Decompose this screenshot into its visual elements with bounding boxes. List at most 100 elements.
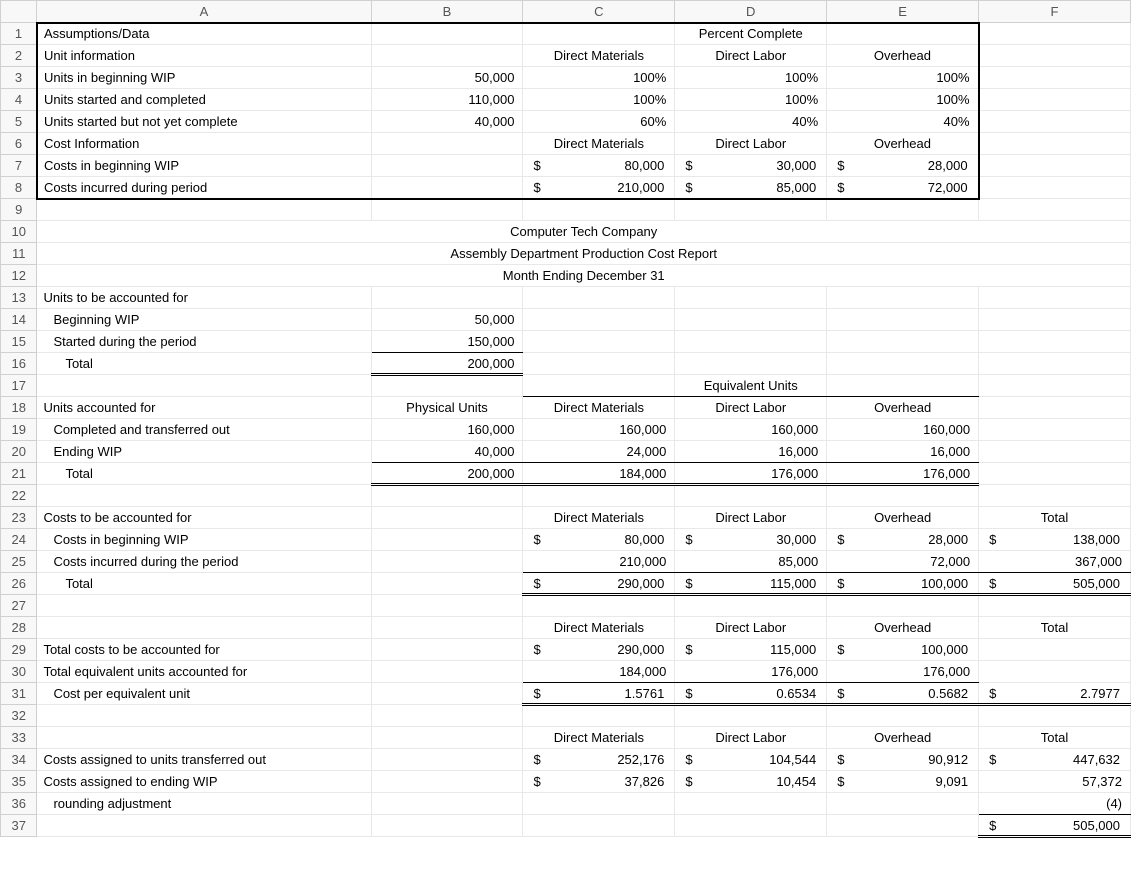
cell-A23[interactable]: Costs to be accounted for: [37, 507, 371, 529]
cell-B19[interactable]: 160,000: [371, 419, 523, 441]
cell-B23[interactable]: [371, 507, 523, 529]
grid[interactable]: A B C D E F 1 Assumptions/Data Percent C…: [0, 0, 1131, 838]
cell-F30[interactable]: [979, 661, 1131, 683]
cell-F21[interactable]: [979, 463, 1131, 485]
cell-C22[interactable]: [523, 485, 675, 507]
cell-D36[interactable]: [675, 793, 827, 815]
cell-D2[interactable]: Direct Labor: [675, 45, 827, 67]
row-header-2[interactable]: 2: [1, 45, 37, 67]
cell-F1[interactable]: [979, 23, 1131, 45]
cell-A29[interactable]: Total costs to be accounted for: [37, 639, 371, 661]
cell-C14[interactable]: [523, 309, 675, 331]
cell-E31[interactable]: $0.5682: [827, 683, 979, 705]
cell-A12[interactable]: Month Ending December 31: [37, 265, 1131, 287]
cell-A26[interactable]: Total: [37, 573, 371, 595]
cell-D17[interactable]: Equivalent Units: [675, 375, 827, 397]
cell-E25[interactable]: 72,000: [827, 551, 979, 573]
cell-C31[interactable]: $1.5761: [523, 683, 675, 705]
col-header-A[interactable]: A: [37, 1, 371, 23]
cell-F37[interactable]: $505,000: [979, 815, 1131, 837]
cell-E1[interactable]: [827, 23, 979, 45]
cell-C24[interactable]: $80,000: [523, 529, 675, 551]
cell-C19[interactable]: 160,000: [523, 419, 675, 441]
cell-A2[interactable]: Unit information: [37, 45, 371, 67]
row-header-17[interactable]: 17: [1, 375, 37, 397]
row-header-14[interactable]: 14: [1, 309, 37, 331]
cell-B24[interactable]: [371, 529, 523, 551]
cell-B1[interactable]: [371, 23, 523, 45]
cell-A10[interactable]: Computer Tech Company: [37, 221, 1131, 243]
cell-A33[interactable]: [37, 727, 371, 749]
cell-C32[interactable]: [523, 705, 675, 727]
cell-B37[interactable]: [371, 815, 523, 837]
cell-A8[interactable]: Costs incurred during period: [37, 177, 371, 199]
cell-B3[interactable]: 50,000: [371, 67, 523, 89]
cell-D1[interactable]: Percent Complete: [675, 23, 827, 45]
cell-C2[interactable]: Direct Materials: [523, 45, 675, 67]
cell-C28[interactable]: Direct Materials: [523, 617, 675, 639]
cell-E20[interactable]: 16,000: [827, 441, 979, 463]
cell-B29[interactable]: [371, 639, 523, 661]
cell-E36[interactable]: [827, 793, 979, 815]
cell-D26[interactable]: $115,000: [675, 573, 827, 595]
cell-F14[interactable]: [979, 309, 1131, 331]
cell-F20[interactable]: [979, 441, 1131, 463]
cell-E33[interactable]: Overhead: [827, 727, 979, 749]
cell-C23[interactable]: Direct Materials: [523, 507, 675, 529]
cell-F3[interactable]: [979, 67, 1131, 89]
cell-D21[interactable]: 176,000: [675, 463, 827, 485]
cell-E9[interactable]: [827, 199, 979, 221]
cell-F28[interactable]: Total: [979, 617, 1131, 639]
row-header-19[interactable]: 19: [1, 419, 37, 441]
cell-A11[interactable]: Assembly Department Production Cost Repo…: [37, 243, 1131, 265]
cell-E34[interactable]: $90,912: [827, 749, 979, 771]
cell-D37[interactable]: [675, 815, 827, 837]
cell-F31[interactable]: $2.7977: [979, 683, 1131, 705]
cell-C34[interactable]: $252,176: [523, 749, 675, 771]
cell-E17[interactable]: [827, 375, 979, 397]
cell-E5[interactable]: 40%: [827, 111, 979, 133]
cell-C6[interactable]: Direct Materials: [523, 133, 675, 155]
cell-E14[interactable]: [827, 309, 979, 331]
cell-A35[interactable]: Costs assigned to ending WIP: [37, 771, 371, 793]
cell-E30[interactable]: 176,000: [827, 661, 979, 683]
col-header-B[interactable]: B: [371, 1, 523, 23]
cell-C4[interactable]: 100%: [523, 89, 675, 111]
cell-A22[interactable]: [37, 485, 371, 507]
cell-B4[interactable]: 110,000: [371, 89, 523, 111]
cell-A31[interactable]: Cost per equivalent unit: [37, 683, 371, 705]
cell-B27[interactable]: [371, 595, 523, 617]
cell-A36[interactable]: rounding adjustment: [37, 793, 371, 815]
cell-A17[interactable]: [37, 375, 371, 397]
cell-D24[interactable]: $30,000: [675, 529, 827, 551]
cell-D3[interactable]: 100%: [675, 67, 827, 89]
cell-C8[interactable]: $210,000: [523, 177, 675, 199]
cell-E32[interactable]: [827, 705, 979, 727]
cell-E29[interactable]: $100,000: [827, 639, 979, 661]
cell-B21[interactable]: 200,000: [371, 463, 523, 485]
cell-A37[interactable]: [37, 815, 371, 837]
cell-A25[interactable]: Costs incurred during the period: [37, 551, 371, 573]
cell-D29[interactable]: $115,000: [675, 639, 827, 661]
cell-E3[interactable]: 100%: [827, 67, 979, 89]
cell-B17[interactable]: [371, 375, 523, 397]
cell-C5[interactable]: 60%: [523, 111, 675, 133]
cell-D14[interactable]: [675, 309, 827, 331]
cell-D5[interactable]: 40%: [675, 111, 827, 133]
cell-D19[interactable]: 160,000: [675, 419, 827, 441]
row-header-1[interactable]: 1: [1, 23, 37, 45]
cell-E35[interactable]: $9,091: [827, 771, 979, 793]
cell-C30[interactable]: 184,000: [523, 661, 675, 683]
row-header-25[interactable]: 25: [1, 551, 37, 573]
row-header-20[interactable]: 20: [1, 441, 37, 463]
col-header-C[interactable]: C: [523, 1, 675, 23]
cell-E16[interactable]: [827, 353, 979, 375]
cell-C16[interactable]: [523, 353, 675, 375]
cell-F33[interactable]: Total: [979, 727, 1131, 749]
cell-A1[interactable]: Assumptions/Data: [37, 23, 371, 45]
cell-E21[interactable]: 176,000: [827, 463, 979, 485]
cell-F36[interactable]: (4): [979, 793, 1131, 815]
col-header-F[interactable]: F: [979, 1, 1131, 23]
cell-B31[interactable]: [371, 683, 523, 705]
cell-E6[interactable]: Overhead: [827, 133, 979, 155]
